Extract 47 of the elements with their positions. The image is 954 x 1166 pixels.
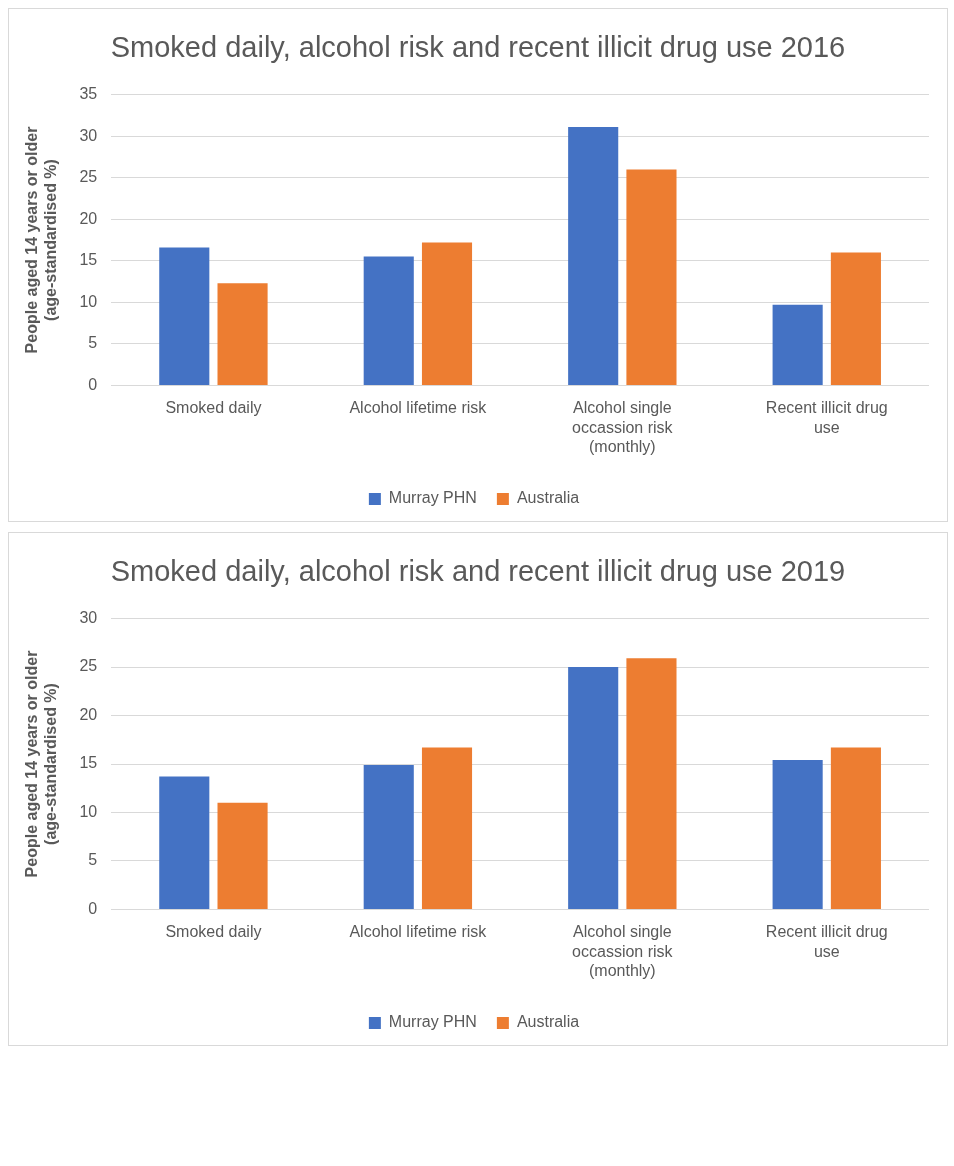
y-tick-label: 0 (88, 899, 98, 917)
bar (830, 252, 881, 385)
x-tick-label: Smoked daily (165, 923, 262, 941)
y-tick-label: 10 (79, 802, 98, 820)
y-tick-label: 15 (79, 251, 98, 269)
bar (626, 658, 677, 909)
bar (363, 256, 414, 385)
y-tick-label: 0 (88, 375, 98, 393)
bar (772, 760, 823, 909)
x-tick-label: Alcohol lifetime risk (349, 399, 488, 417)
x-tick-label: Smoked daily (165, 399, 262, 417)
y-tick-label: 20 (79, 705, 98, 723)
y-tick-label: 30 (79, 126, 98, 144)
bar (421, 242, 473, 385)
bar (159, 776, 210, 909)
y-tick-label: 20 (79, 209, 98, 227)
bar (363, 764, 414, 909)
bar (159, 247, 210, 385)
y-tick-label: 5 (88, 851, 98, 869)
bar (217, 802, 268, 909)
y-tick-label: 15 (79, 754, 98, 772)
chart-title: Smoked daily, alcohol risk and recent illicit drug use 2016 (109, 30, 847, 65)
x-tick-label: Recent illicit drug use (765, 399, 888, 436)
x-tick-label: Alcohol lifetime risk (349, 923, 488, 941)
bar (626, 169, 677, 385)
y-tick-label: 10 (79, 292, 98, 310)
y-tick-label: 30 (79, 609, 98, 627)
x-tick-label: Alcohol single occassion risk (monthly) (572, 923, 674, 979)
x-tick-label: Recent illicit drug use (765, 923, 888, 960)
bar (217, 283, 268, 385)
legend-label: Australia (516, 489, 580, 507)
legend-label: Murray PHN (388, 489, 477, 507)
bar (568, 127, 619, 385)
bar (772, 304, 823, 385)
bar (568, 667, 619, 909)
x-tick-label: Alcohol single occassion risk (monthly) (572, 399, 674, 455)
y-tick-label: 25 (79, 657, 98, 675)
y-axis-title: People aged 14 years or older (age-standardised %) (23, 126, 60, 354)
y-axis-title: People aged 14 years or older (age-standardised %) (23, 650, 60, 878)
y-tick-label: 25 (79, 168, 98, 186)
bar (421, 747, 473, 909)
bar (830, 747, 881, 909)
chart-title: Smoked daily, alcohol risk and recent illicit drug use 2019 (109, 554, 847, 589)
legend-label: Australia (516, 1013, 580, 1031)
legend-label: Murray PHN (388, 1013, 477, 1031)
y-tick-label: 35 (79, 85, 98, 103)
y-tick-label: 5 (88, 334, 98, 352)
